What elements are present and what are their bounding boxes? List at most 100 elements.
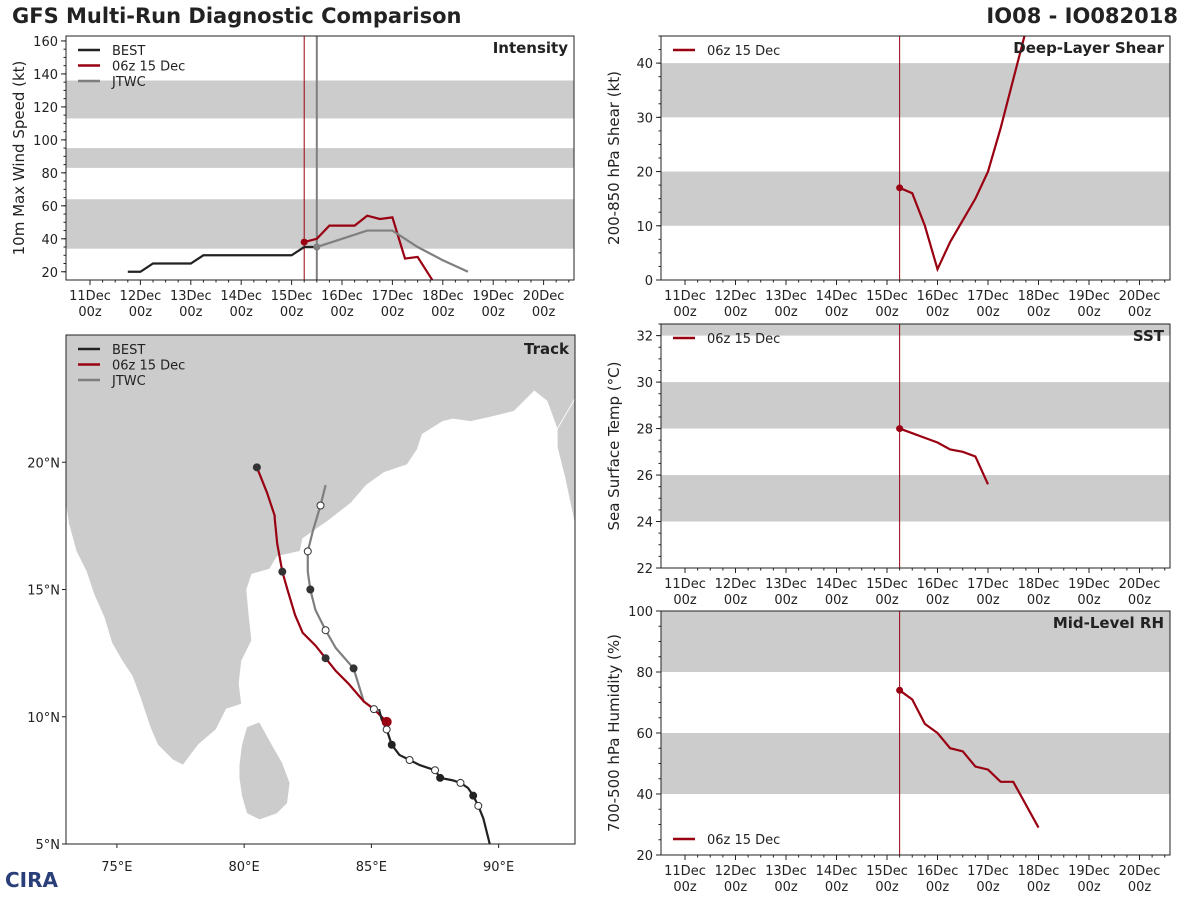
logo-text: CIRA xyxy=(5,868,58,892)
sst-xtick-hour: 00z xyxy=(1128,593,1152,608)
track-legend-label: JTWC xyxy=(111,374,146,389)
track-point-best xyxy=(431,766,440,775)
sst-ytick-label: 32 xyxy=(636,330,653,345)
sst-ylabel: Sea Surface Temp (°C) xyxy=(605,361,623,530)
track-point-jtwc xyxy=(316,501,325,510)
intensity-xtick-hour: 00z xyxy=(230,305,254,320)
shear-ytick-label: 20 xyxy=(636,166,653,181)
intensity-ytick-label: 120 xyxy=(33,101,58,116)
sst-xtick-hour: 00z xyxy=(724,593,748,608)
intensity-xtick-hour: 00z xyxy=(532,305,556,320)
shear-xtick-hour: 00z xyxy=(825,305,849,320)
rh-title: Mid-Level RH xyxy=(1053,614,1164,632)
shear-xtick-hour: 00z xyxy=(976,305,1000,320)
intensity-ytick-label: 140 xyxy=(33,68,58,83)
track-point-jtwc xyxy=(321,626,330,635)
rh-xtick-date: 12Dec xyxy=(715,864,757,879)
intensity-xtick-hour: 00z xyxy=(482,305,506,320)
intensity-legend-label: JTWC xyxy=(111,75,146,90)
sst-ytick-label: 30 xyxy=(636,376,653,391)
rh-ytick-label: 100 xyxy=(628,605,653,620)
intensity-ytick-label: 40 xyxy=(41,233,58,248)
shear-title: Deep-Layer Shear xyxy=(1013,39,1164,57)
sst-xtick-date: 18Dec xyxy=(1018,577,1060,592)
intensity-xtick-date: 18Dec xyxy=(422,289,464,304)
page-title: GFS Multi-Run Diagnostic Comparison xyxy=(12,4,462,28)
rh-legend-label: 06z 15 Dec xyxy=(707,833,780,848)
rh-xtick-hour: 00z xyxy=(774,880,798,895)
sst-xtick-hour: 00z xyxy=(774,593,798,608)
intensity-band xyxy=(66,148,574,168)
track-point-best xyxy=(456,778,465,787)
cira-logo: CIRA xyxy=(5,868,58,892)
sst-xtick-date: 20Dec xyxy=(1119,577,1161,592)
sst-xtick-hour: 00z xyxy=(976,593,1000,608)
shear-band xyxy=(661,63,1170,118)
shear-xtick-date: 18Dec xyxy=(1018,289,1060,304)
shear-xtick-hour: 00z xyxy=(875,305,899,320)
sst-xtick-hour: 00z xyxy=(875,593,899,608)
sst-ytick-label: 26 xyxy=(636,469,653,484)
rh-xtick-hour: 00z xyxy=(875,880,899,895)
rh-xtick-date: 14Dec xyxy=(816,864,858,879)
sst-frame xyxy=(660,323,1171,569)
sst-band xyxy=(661,475,1170,522)
rh-xtick-hour: 00z xyxy=(724,880,748,895)
track-ytick-label: 10°N xyxy=(27,711,60,726)
rh-series-start-marker xyxy=(896,686,904,694)
shear-xtick-hour: 00z xyxy=(724,305,748,320)
sst-xtick-date: 17Dec xyxy=(967,577,1009,592)
intensity-xtick-date: 16Dec xyxy=(321,289,363,304)
track-point-best xyxy=(474,801,483,810)
shear-xtick-date: 12Dec xyxy=(715,289,757,304)
rh-band xyxy=(661,733,1170,794)
rh-xtick-date: 19Dec xyxy=(1068,864,1110,879)
intensity-xtick-date: 17Dec xyxy=(372,289,414,304)
rh-xtick-date: 18Dec xyxy=(1018,864,1060,879)
rh-xtick-date: 16Dec xyxy=(917,864,959,879)
shear-xtick-date: 13Dec xyxy=(765,289,807,304)
intensity-xtick-date: 15Dec xyxy=(271,289,313,304)
intensity-xtick-date: 20Dec xyxy=(523,289,565,304)
track-xtick-label: 80°E xyxy=(229,860,260,875)
intensity-ytick-label: 60 xyxy=(41,200,58,215)
sst-xtick-date: 13Dec xyxy=(765,577,807,592)
shear-series-06z-15-dec xyxy=(899,36,1026,273)
track-ytick-label: 15°N xyxy=(27,584,60,599)
shear-ylabel: 200-850 hPa Shear (kt) xyxy=(605,71,623,245)
intensity-ylabel: 10m Max Wind Speed (kt) xyxy=(10,61,28,256)
sst-xtick-hour: 00z xyxy=(825,593,849,608)
storm-id: IO08 - IO082018 xyxy=(986,4,1178,28)
sst-xtick-hour: 00z xyxy=(1027,593,1051,608)
rh-xtick-hour: 00z xyxy=(1128,880,1152,895)
intensity-series-start-marker xyxy=(300,238,308,246)
rh-ytick-label: 60 xyxy=(636,727,653,742)
track-point-jtwc xyxy=(306,585,315,594)
intensity-xtick-date: 13Dec xyxy=(170,289,212,304)
rh-xtick-hour: 00z xyxy=(926,880,950,895)
track-title: Track xyxy=(524,340,570,358)
track-point-best xyxy=(382,725,391,734)
sst-xtick-hour: 00z xyxy=(1077,593,1101,608)
shear-xtick-date: 11Dec xyxy=(664,289,706,304)
rh-xtick-date: 13Dec xyxy=(765,864,807,879)
shear-legend-label: 06z 15 Dec xyxy=(707,44,780,59)
shear-ytick-label: 30 xyxy=(636,111,653,126)
intensity-xtick-hour: 00z xyxy=(129,305,153,320)
intensity-xtick-hour: 00z xyxy=(179,305,203,320)
intensity-xtick-hour: 00z xyxy=(330,305,354,320)
intensity-xtick-hour: 00z xyxy=(280,305,304,320)
land-myanmar xyxy=(556,397,575,526)
intensity-xtick-date: 14Dec xyxy=(220,289,262,304)
track-point-06z-15-dec xyxy=(321,654,330,663)
track-point-jtwc xyxy=(303,547,312,556)
intensity-ytick-label: 80 xyxy=(41,167,58,182)
track-point-best xyxy=(488,846,495,853)
shear-xtick-hour: 00z xyxy=(1077,305,1101,320)
track-jtwc xyxy=(306,484,375,710)
intensity-xtick-date: 11Dec xyxy=(69,289,111,304)
intensity-xtick-hour: 00z xyxy=(381,305,405,320)
rh-series-06z-15-dec xyxy=(898,689,1040,829)
intensity-legend-label: 06z 15 Dec xyxy=(112,60,185,75)
track-point-best xyxy=(387,740,396,749)
